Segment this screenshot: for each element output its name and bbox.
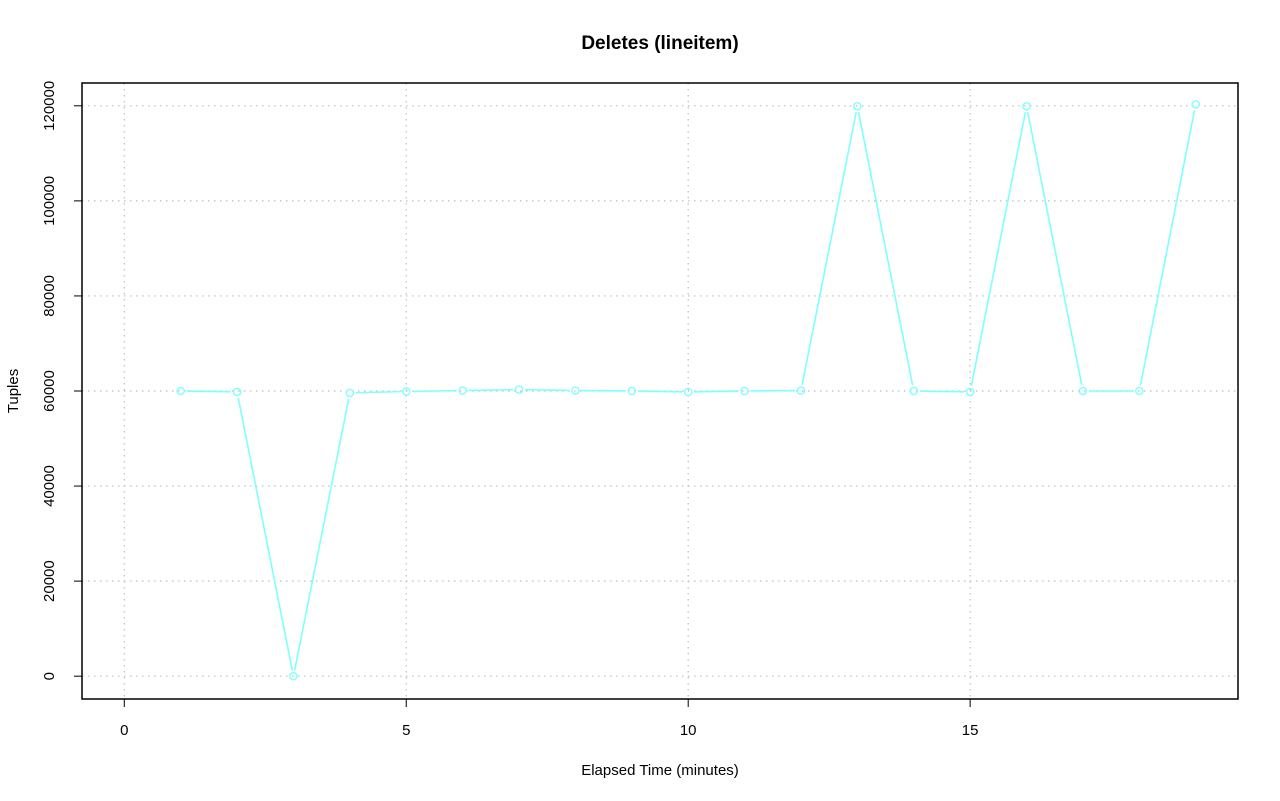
y-tick-label: 40000 [41,465,58,507]
data-point [740,386,749,396]
series-line-segment [1026,112,1083,386]
series-layer [176,100,1201,681]
x-tick-label: 15 [962,722,979,739]
y-tick-label: 20000 [41,560,58,602]
data-point [401,387,411,396]
series-line-segment [694,390,739,393]
data-point [796,386,806,395]
y-tick-label: 100000 [41,176,58,226]
data-point [1135,386,1144,396]
x-axis: 0 5 10 15 [120,698,979,739]
data-point [683,387,693,397]
data-point [458,386,467,395]
data-point [571,386,580,395]
y-axis: 0 20000 40000 60000 80000 100000 120000 [41,81,83,680]
data-point [1078,386,1088,396]
chart-title: Deletes (lineitem) [581,33,738,54]
series-line-segment [637,390,683,393]
series-line-segment [1139,110,1196,386]
series-line-segment [412,389,457,393]
y-tick-label: 0 [41,672,58,680]
series-line-segment [237,397,294,671]
y-tick-label: 120000 [41,81,58,131]
y-tick-label: 60000 [41,370,58,412]
series-line-segment [186,390,232,393]
data-point [176,386,185,396]
y-axis-label: Tuples [5,369,22,413]
data-point [345,388,355,398]
data-point [514,385,524,394]
series-line-segment [525,388,570,392]
x-tick-label: 10 [680,722,697,739]
series-line-segment [801,112,857,385]
series-line-segment [355,390,401,394]
data-point [909,386,919,396]
series-line-segment [857,112,914,386]
data-point [289,671,298,681]
data-point [965,387,975,397]
x-axis-label: Elapsed Time (minutes) [581,762,739,779]
data-point [853,101,862,111]
y-tick-label: 80000 [41,275,58,317]
x-tick-label: 5 [402,722,410,739]
data-point [232,387,242,397]
series-line-segment [468,388,514,392]
data-point [627,386,637,396]
data-point [1191,100,1201,109]
series-line-segment [919,390,965,393]
x-tick-label: 0 [120,722,128,739]
series-line-segment [293,398,350,671]
data-point [1022,101,1031,111]
series-line-segment [970,112,1027,387]
